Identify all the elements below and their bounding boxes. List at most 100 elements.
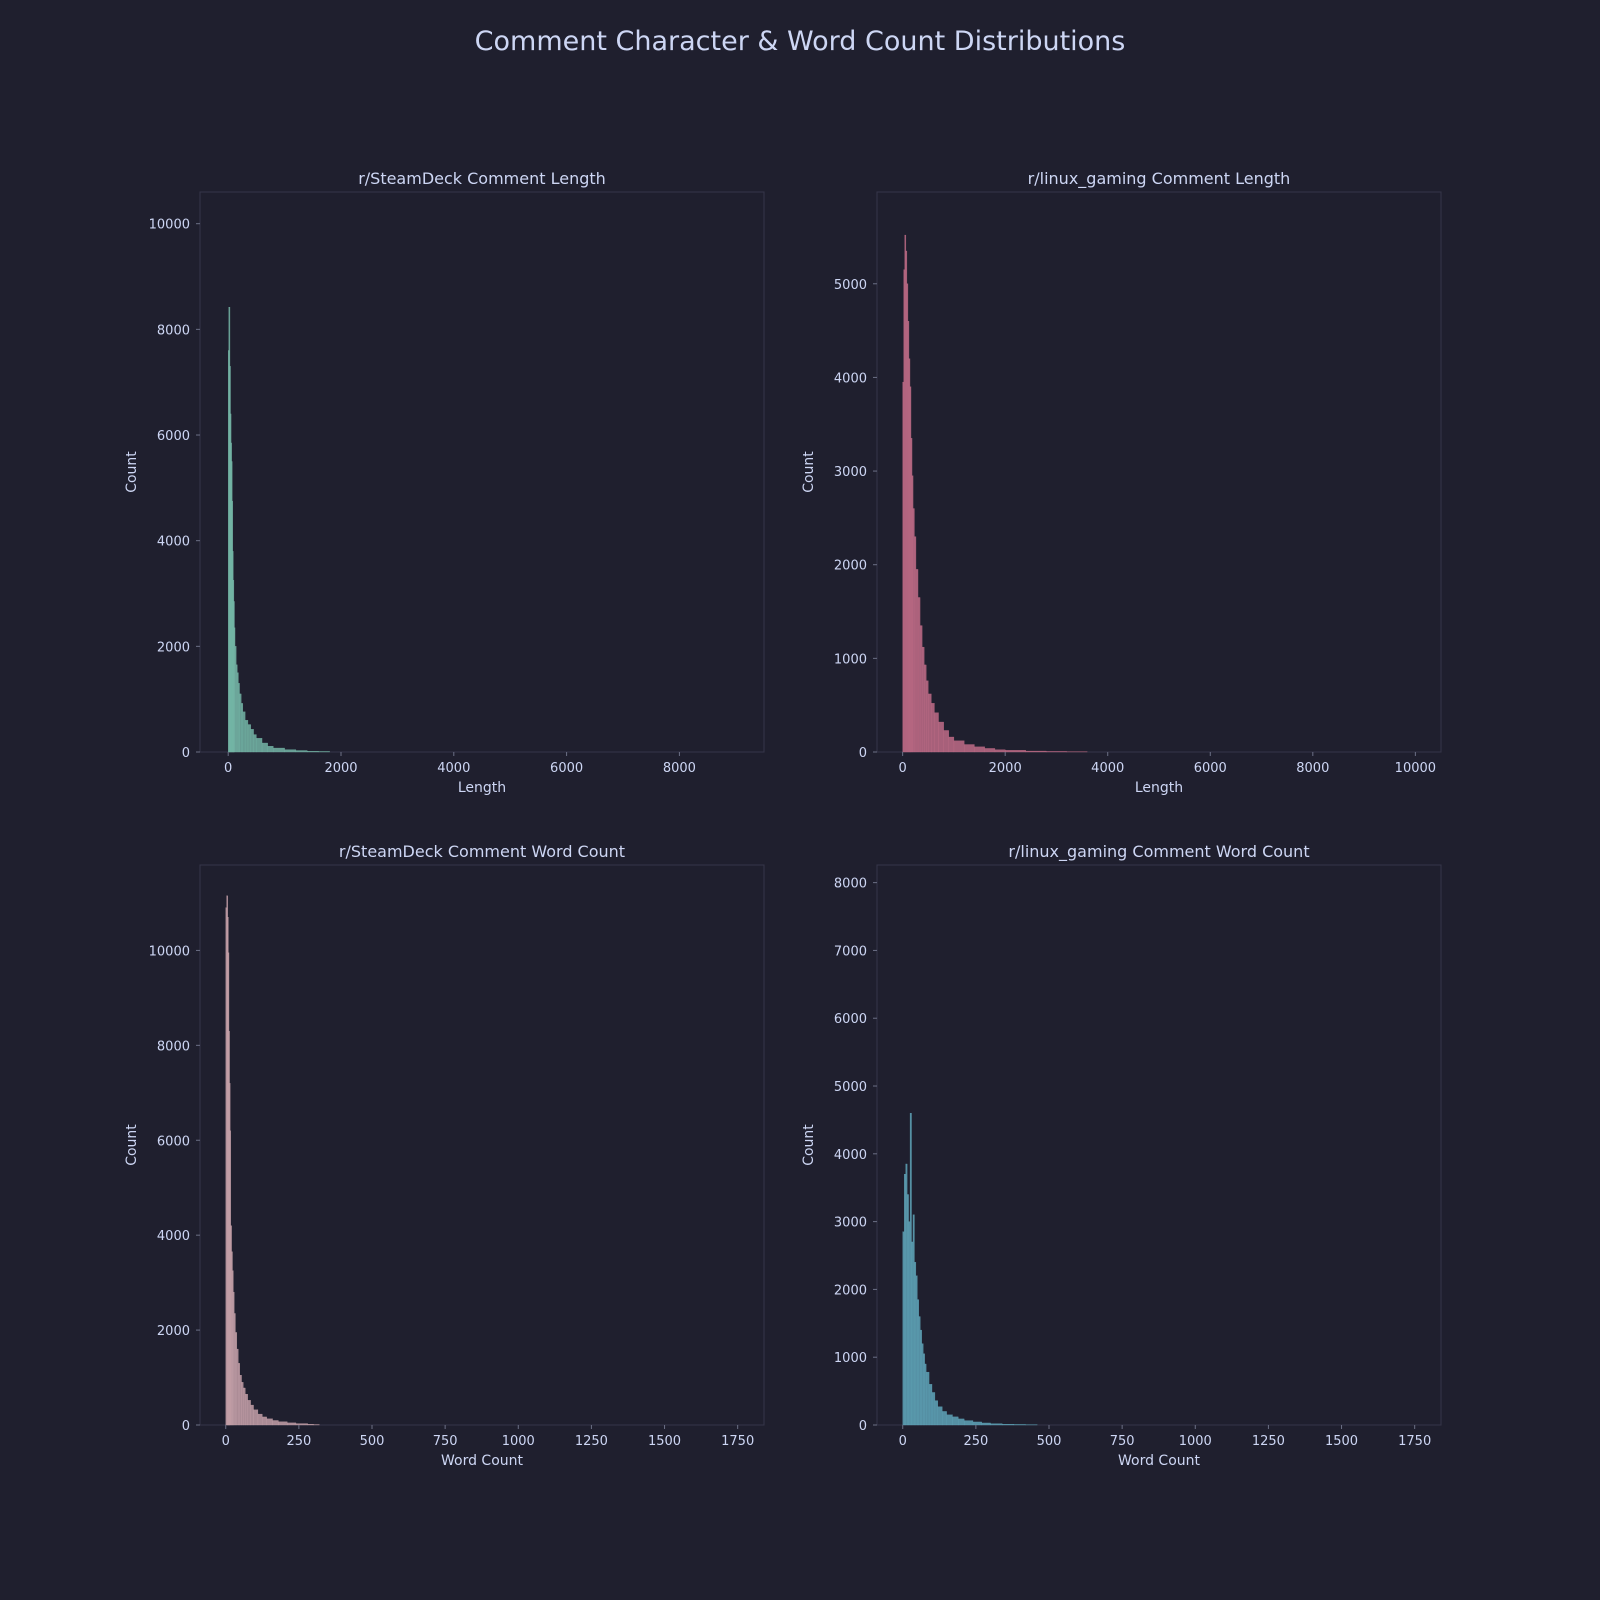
histogram-bar <box>990 1423 1003 1426</box>
histogram-bar <box>1013 1424 1026 1426</box>
histogram-bar <box>245 1394 248 1426</box>
x-tick-label: 1250 <box>1252 1434 1285 1449</box>
histogram-bar <box>247 724 251 753</box>
x-tick-label: 750 <box>1110 1434 1135 1449</box>
x-tick-label: 500 <box>360 1434 385 1449</box>
y-tick-label: 3000 <box>834 465 867 480</box>
y-tick-label: 8000 <box>157 323 190 338</box>
y-axis-label: Count <box>801 451 817 493</box>
y-tick-label: 6000 <box>157 1134 190 1149</box>
histogram-bar <box>238 1363 240 1426</box>
histogram-bar <box>994 749 1006 753</box>
y-tick-label: 5000 <box>834 1080 867 1095</box>
histogram-bar <box>958 1418 965 1426</box>
x-tick-label: 750 <box>433 1434 458 1449</box>
histogram-bar <box>250 1404 254 1426</box>
x-tick-label: 1750 <box>721 1434 754 1449</box>
x-axis-label: Word Count <box>1118 1453 1201 1469</box>
histogram-bar <box>1005 750 1026 753</box>
histogram-bar <box>236 1348 239 1426</box>
y-axis-label: Count <box>124 1124 140 1166</box>
y-tick-label: 1000 <box>834 1351 867 1366</box>
histogram-bar <box>241 703 244 753</box>
histogram-bar <box>250 729 254 753</box>
x-tick-label: 250 <box>963 1434 988 1449</box>
x-tick-label: 1500 <box>648 1434 681 1449</box>
histogram-bar <box>934 712 939 753</box>
y-tick-label: 8000 <box>157 1039 190 1054</box>
histogram-bar <box>919 625 923 753</box>
histogram-bar <box>908 1221 911 1426</box>
histogram-bar <box>928 693 932 753</box>
x-tick-label: 0 <box>898 761 906 776</box>
histogram-bar <box>981 1422 991 1426</box>
histogram-bar <box>909 1112 912 1426</box>
y-tick-label: 4000 <box>834 371 867 386</box>
y-tick-label: 2000 <box>834 1283 867 1298</box>
x-axis-label: Word Count <box>441 1453 524 1469</box>
histogram-bar <box>902 1231 905 1426</box>
x-tick-label: 1750 <box>1398 1434 1431 1449</box>
histogram-bar <box>905 1163 908 1426</box>
histogram-bar <box>906 1194 909 1426</box>
y-tick-label: 7000 <box>834 944 867 959</box>
y-tick-label: 0 <box>182 746 190 761</box>
y-tick-label: 3000 <box>834 1216 867 1231</box>
histogram-bar <box>318 751 330 753</box>
x-tick-label: 0 <box>224 761 232 776</box>
histogram-bar <box>1002 1424 1015 1426</box>
histogram-bar <box>914 1262 917 1426</box>
histogram-bar <box>253 1409 259 1426</box>
y-tick-label: 0 <box>182 1419 190 1434</box>
y-tick-label: 4000 <box>157 1229 190 1244</box>
histogram-bar <box>917 597 921 753</box>
chart-panel-2: 0 2000 4000 6000 8000 10000 0 1000 2000 3000 4000 5… <box>801 169 1442 796</box>
x-tick-label: 4000 <box>1091 761 1124 776</box>
chart-title: r/SteamDeck Comment Word Count <box>339 842 625 861</box>
histogram-bar <box>924 664 927 753</box>
chart-title: r/linux_gaming Comment Length <box>1028 169 1291 189</box>
histogram-bar <box>917 1299 919 1426</box>
histogram-bar <box>914 536 917 753</box>
x-tick-label: 4000 <box>437 761 470 776</box>
figure-title: Comment Character & Word Count Distribut… <box>474 26 1126 57</box>
histogram-bar <box>946 1414 953 1426</box>
histogram-bar <box>931 1392 936 1426</box>
histogram-bar <box>912 1214 915 1426</box>
histogram-bar <box>253 734 257 753</box>
histogram-bar <box>972 1421 982 1426</box>
histogram-bar <box>1025 750 1047 753</box>
histogram-bar <box>307 751 319 753</box>
histogram-bar <box>921 1343 924 1426</box>
histogram-bar <box>964 1420 974 1426</box>
histogram-bar <box>918 1316 921 1426</box>
x-tick-label: 6000 <box>1194 761 1227 776</box>
x-tick-label: 0 <box>222 1434 230 1449</box>
chart-panel-4: 0 250 500 750 1000 1250 1500 1750 0 1000 2000 3000 4… <box>801 842 1442 1469</box>
histogram-bar <box>307 1424 314 1426</box>
histogram-bar <box>262 1416 267 1426</box>
histogram-bar <box>921 646 925 753</box>
histogram-bar <box>239 693 242 753</box>
y-tick-label: 2000 <box>157 1324 190 1339</box>
chart-title: r/linux_gaming Comment Word Count <box>1008 842 1309 862</box>
histogram-bar <box>278 1421 288 1426</box>
histogram-bar <box>942 1411 947 1426</box>
histogram-bar <box>912 508 915 753</box>
histogram-bar <box>974 746 985 753</box>
histogram-bar <box>943 730 949 753</box>
histogram-bar <box>911 1241 914 1426</box>
y-tick-label: 0 <box>859 1419 867 1434</box>
histogram-bar <box>256 738 263 753</box>
y-tick-label: 5000 <box>834 278 867 293</box>
y-tick-label: 0 <box>859 746 867 761</box>
plot-area <box>876 191 1442 753</box>
y-tick-label: 2000 <box>157 640 190 655</box>
histogram-bar <box>952 1416 959 1426</box>
chart-title: r/SteamDeck Comment Length <box>358 169 606 188</box>
histogram-bar <box>923 1353 925 1426</box>
histogram-bar <box>915 1275 918 1426</box>
histogram-bar <box>926 1371 930 1426</box>
chart-panel-3: 0 250 500 750 1000 1250 1500 1750 0 2000 4000 6000 8… <box>124 842 765 1469</box>
